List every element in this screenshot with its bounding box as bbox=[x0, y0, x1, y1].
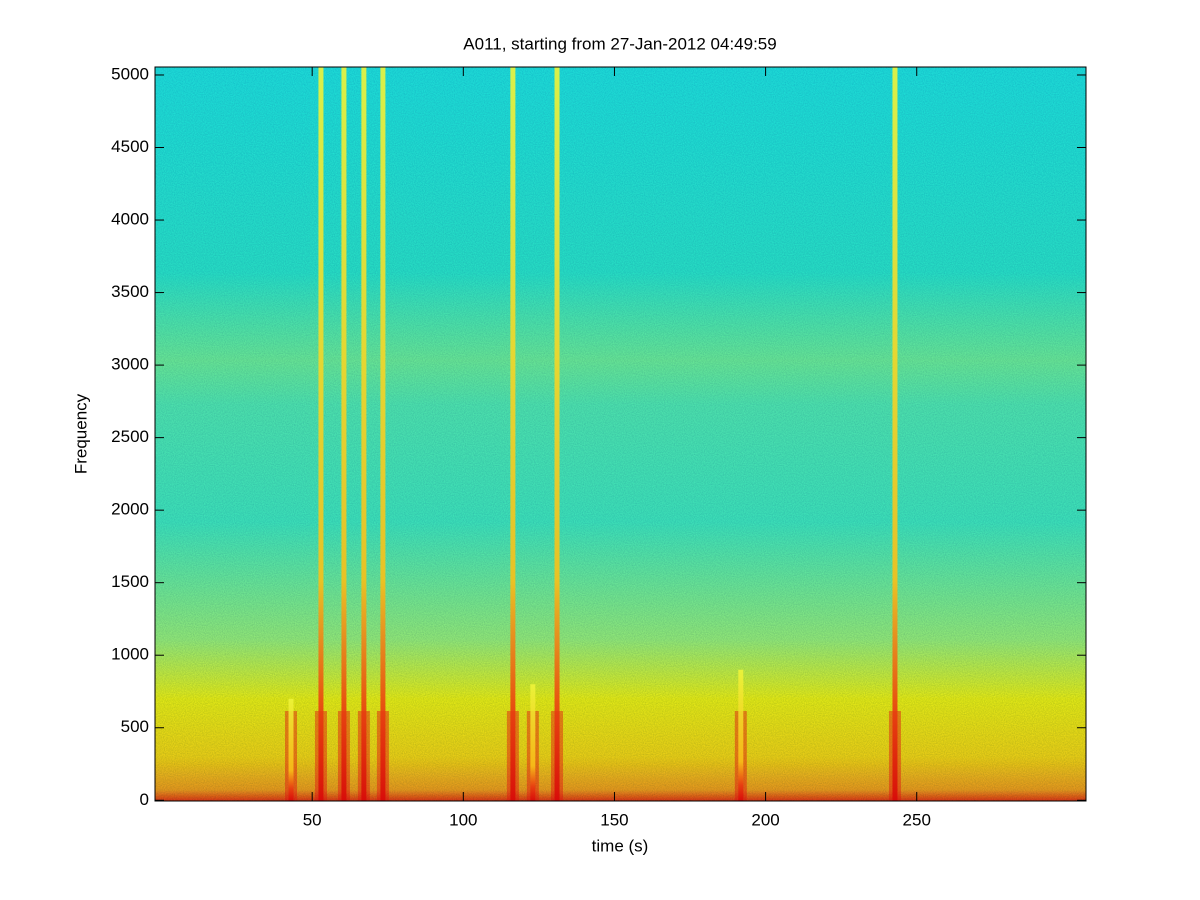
streak bbox=[892, 67, 898, 801]
streak bbox=[554, 67, 560, 801]
streak bbox=[510, 67, 516, 801]
y-tick-label: 2500 bbox=[111, 427, 149, 446]
streak bbox=[341, 67, 347, 801]
streak bbox=[380, 67, 386, 801]
x-axis-label: time (s) bbox=[592, 836, 649, 855]
y-tick-label: 4500 bbox=[111, 137, 149, 156]
x-tick-label: 200 bbox=[751, 810, 779, 829]
y-axis-label: Frequency bbox=[71, 393, 90, 474]
x-tick-label: 50 bbox=[303, 810, 322, 829]
streaks bbox=[285, 67, 901, 801]
x-tick-label: 100 bbox=[449, 810, 477, 829]
spectrogram-background bbox=[155, 67, 1086, 801]
y-tick-label: 4000 bbox=[111, 210, 149, 229]
y-tick-label: 3500 bbox=[111, 282, 149, 301]
y-tick-label: 5000 bbox=[111, 64, 149, 83]
streak bbox=[288, 698, 294, 801]
streak bbox=[738, 669, 744, 801]
y-tick-label: 500 bbox=[121, 717, 149, 736]
y-tick-label: 3000 bbox=[111, 355, 149, 374]
axes-frame bbox=[154, 66, 1087, 802]
streak bbox=[530, 684, 536, 801]
streak bbox=[361, 67, 367, 801]
y-tick-label: 2000 bbox=[111, 500, 149, 519]
x-tick-label: 150 bbox=[600, 810, 628, 829]
x-tick-label: 250 bbox=[903, 810, 931, 829]
y-tick-label: 0 bbox=[140, 790, 149, 809]
y-tick-label: 1000 bbox=[111, 645, 149, 664]
y-tick-label: 1500 bbox=[111, 572, 149, 591]
chart-title: A011, starting from 27-Jan-2012 04:49:59 bbox=[463, 34, 776, 53]
streak bbox=[318, 67, 324, 801]
